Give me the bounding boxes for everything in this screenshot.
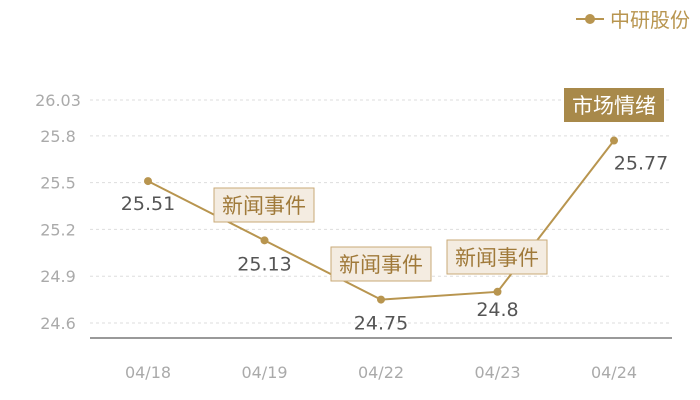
annotation-badge: 新闻事件 (213, 187, 315, 223)
x-tick-label: 04/22 (358, 363, 404, 382)
annotation-badge: 新闻事件 (330, 246, 432, 282)
data-point (377, 295, 385, 304)
grid (90, 99, 672, 339)
value-labels: 25.51 25.13 24.75 24.8 25.77 (121, 153, 668, 335)
annotation-box-dark (564, 88, 664, 122)
y-tick-label: 24.9 (40, 267, 76, 286)
data-label: 25.77 (614, 153, 668, 175)
data-point (144, 177, 152, 186)
annotation-badge: 新闻事件 (446, 239, 548, 275)
x-tick-label: 04/18 (125, 363, 171, 382)
data-point (493, 287, 502, 296)
annotation-box (213, 187, 315, 223)
annotation-text: 市场情绪 (572, 94, 656, 118)
annotation-box (446, 239, 548, 275)
annotation-text: 新闻事件 (455, 246, 539, 270)
y-tick-label: 26.03 (35, 91, 81, 110)
annotation-text: 新闻事件 (339, 253, 423, 277)
y-axis: 24.6 24.9 25.2 25.5 25.8 26.03 (35, 91, 81, 333)
annotation-text: 新闻事件 (222, 194, 306, 218)
x-tick-label: 04/24 (591, 363, 637, 382)
legend: 中研股份 (576, 4, 690, 33)
y-tick-label: 25.2 (40, 220, 76, 239)
data-point (260, 236, 269, 245)
legend-marker (576, 11, 604, 27)
data-label: 25.13 (237, 253, 291, 275)
y-tick-label: 25.8 (40, 127, 76, 146)
y-tick-label: 24.6 (40, 314, 76, 333)
annotation-box (330, 246, 432, 282)
x-tick-label: 04/19 (241, 363, 287, 382)
legend-dot (585, 13, 595, 24)
y-tick-label: 25.5 (40, 174, 76, 193)
data-label: 24.75 (354, 313, 408, 335)
x-axis: 04/18 04/19 04/22 04/23 04/24 (125, 363, 637, 382)
x-tick-label: 04/23 (474, 363, 520, 382)
data-label: 24.8 (476, 299, 518, 321)
annotation-badge: 市场情绪 (564, 88, 664, 122)
data-label: 25.51 (121, 193, 175, 215)
legend-label: 中研股份 (610, 8, 690, 32)
data-point (610, 136, 618, 145)
